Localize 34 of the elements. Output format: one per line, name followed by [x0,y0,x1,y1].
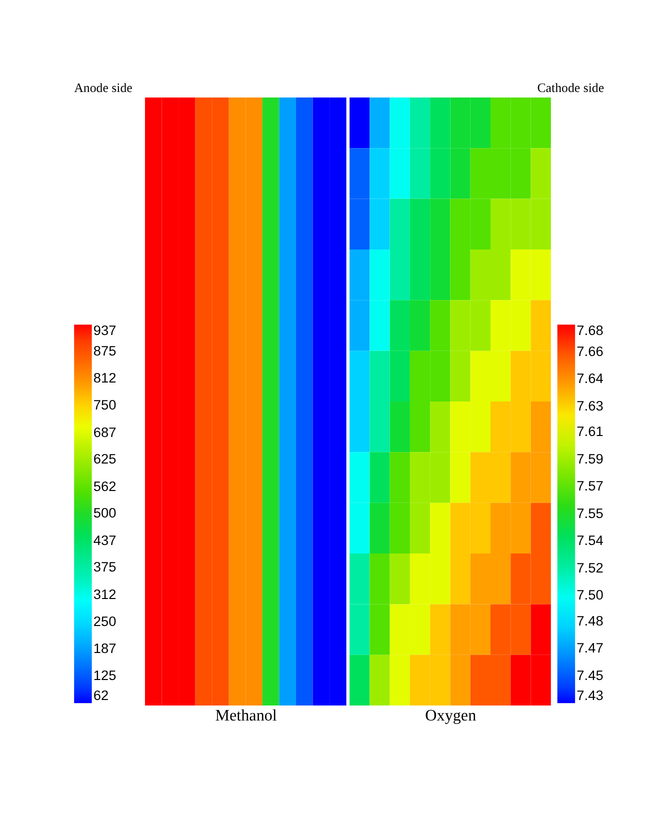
color-bar-label: 562 [93,478,116,494]
color-bar-label: 7.48 [576,613,604,628]
color-bar-label: 7.54 [576,533,604,548]
color-bar-label: 500 [93,506,117,521]
color-bar-label: 625 [93,452,117,467]
color-bar-label: 812 [93,370,116,386]
x-axis-title: Methanol [215,707,278,724]
color-bar-label: 125 [93,668,117,683]
color-bar-label: 7.66 [576,344,604,359]
chart-title: Cathode side [537,80,604,95]
color-bar-label: 187 [93,641,116,656]
x-axis-title: Oxygen [425,707,476,724]
color-bar-label: 7.52 [576,560,604,576]
color-bar-label: 7.47 [576,640,604,656]
color-bar-label: 312 [93,587,116,602]
color-bar-label: 375 [93,560,117,575]
color-bar-label: 250 [93,614,117,629]
color-bar-label: 7.64 [576,371,604,386]
color-bar-label: 7.45 [576,668,604,683]
color-bar-label: 7.55 [576,506,604,521]
color-bar-label: 7.63 [576,398,604,414]
color-bar-label: 7.59 [576,451,604,466]
color-bar-label: 875 [93,343,117,358]
color-bar-label: 7.57 [576,478,604,494]
color-bar-label: 7.68 [576,323,604,338]
color-bar-label: 62 [93,688,109,703]
color-bar-label: 7.43 [576,688,604,703]
color-bar-label: 7.61 [576,424,604,440]
color-bar-label: 937 [93,323,116,338]
color-bar-label: 437 [93,532,116,548]
color-bar-label: 7.50 [576,588,604,603]
color-bar-label: 750 [93,398,117,413]
color-bar-label: 687 [93,424,116,440]
chart-title: Anode side [74,80,133,95]
